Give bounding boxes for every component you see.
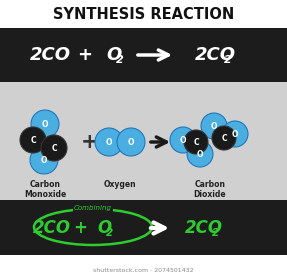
Text: O: O [106, 46, 121, 64]
Text: SYNTHESIS REACTION: SYNTHESIS REACTION [53, 6, 234, 22]
Text: 2CO: 2CO [30, 46, 71, 64]
Circle shape [187, 141, 213, 167]
Text: O: O [211, 122, 217, 130]
Text: 2: 2 [212, 228, 220, 238]
Circle shape [20, 127, 46, 153]
Text: O: O [106, 137, 112, 146]
Circle shape [117, 128, 145, 156]
Text: O: O [41, 155, 47, 165]
Text: C: C [30, 136, 36, 144]
Text: Carbon
Monoxide: Carbon Monoxide [24, 180, 66, 199]
Text: O: O [180, 136, 186, 144]
Bar [0, 82, 287, 200]
Text: +: + [73, 219, 87, 237]
Text: O: O [128, 137, 134, 146]
Text: C: C [193, 137, 199, 146]
Text: O: O [197, 150, 203, 158]
Text: shutterstock.com · 2074501432: shutterstock.com · 2074501432 [93, 267, 194, 272]
Text: O: O [232, 130, 238, 139]
Text: Combining: Combining [74, 205, 112, 211]
Circle shape [222, 121, 248, 147]
Circle shape [30, 146, 58, 174]
Bar [0, 200, 287, 255]
Circle shape [201, 113, 227, 139]
Text: 2: 2 [116, 55, 124, 65]
Text: 2CO: 2CO [185, 219, 223, 237]
Text: 2CO: 2CO [195, 46, 236, 64]
Circle shape [31, 110, 59, 138]
Circle shape [184, 130, 208, 154]
Text: O: O [97, 219, 111, 237]
Circle shape [170, 127, 196, 153]
Text: O: O [42, 120, 48, 129]
Circle shape [41, 135, 67, 161]
Bar [0, 28, 287, 82]
Text: C: C [51, 144, 57, 153]
Text: +: + [81, 132, 99, 152]
Circle shape [212, 126, 236, 150]
Text: 2CO: 2CO [33, 219, 71, 237]
Text: 2: 2 [106, 228, 114, 238]
Text: C: C [221, 134, 227, 143]
Circle shape [95, 128, 123, 156]
Text: +: + [77, 46, 92, 64]
Text: 2: 2 [224, 55, 232, 65]
Text: Oxygen: Oxygen [104, 180, 136, 189]
Text: Carbon
Dioxide: Carbon Dioxide [194, 180, 226, 199]
